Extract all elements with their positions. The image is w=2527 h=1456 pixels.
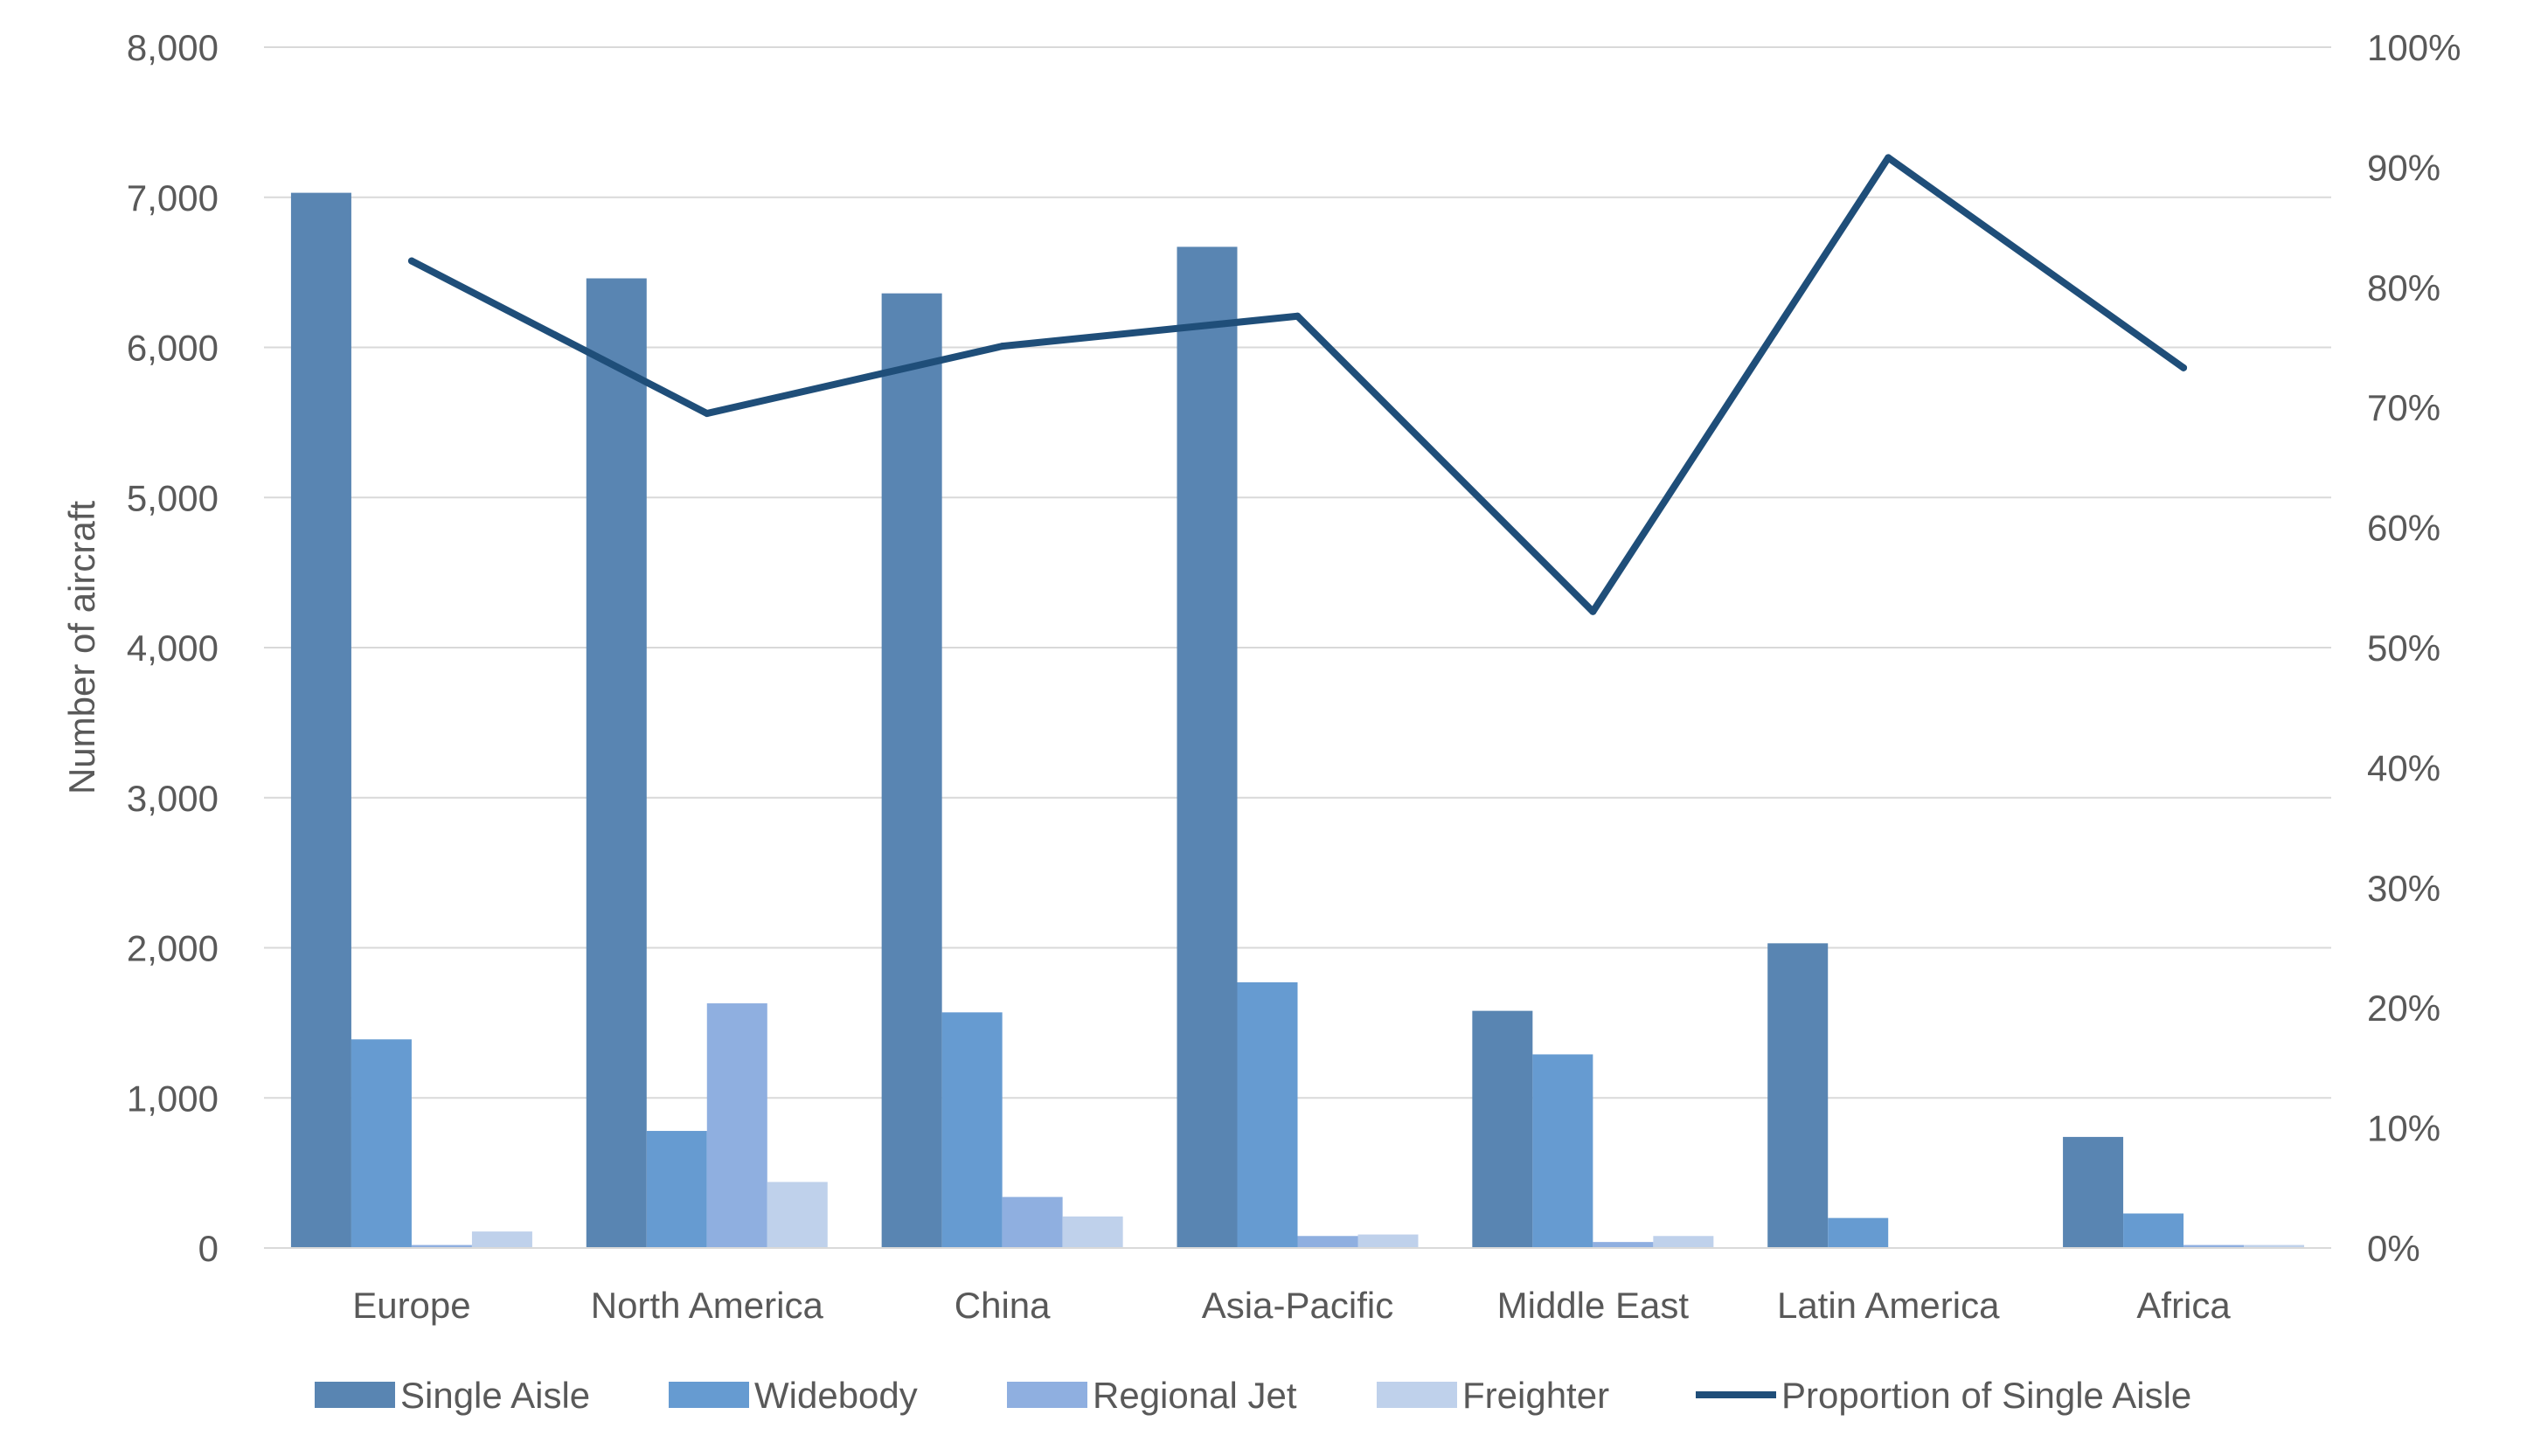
y2-tick-label: 70% <box>2367 387 2440 428</box>
y2-tick-label: 60% <box>2367 508 2440 549</box>
legend-label: Proportion of Single Aisle <box>1781 1375 2191 1416</box>
bar <box>471 1231 532 1248</box>
y2-tick-label: 10% <box>2367 1108 2440 1149</box>
x-tick-label: Middle East <box>1497 1285 1690 1326</box>
y2-tick-label: 90% <box>2367 147 2440 188</box>
legend-swatch <box>1007 1382 1087 1408</box>
bar <box>1653 1236 1714 1248</box>
bar <box>1472 1010 1533 1248</box>
y2-tick-label: 20% <box>2367 988 2440 1029</box>
bar <box>1062 1216 1123 1248</box>
y-tick-label: 4,000 <box>127 627 219 669</box>
bars <box>290 192 2305 1248</box>
y-tick-label: 0 <box>198 1228 219 1269</box>
bar <box>586 278 647 1248</box>
legend-label: Widebody <box>754 1375 918 1416</box>
y-tick-label: 8,000 <box>127 27 219 68</box>
y2-tick-label: 0% <box>2367 1228 2420 1269</box>
y-tick-label: 1,000 <box>127 1078 219 1119</box>
x-tick-label: Asia-Pacific <box>1202 1285 1393 1326</box>
y-axis-label: Number of aircraft <box>61 501 102 794</box>
bar <box>1177 246 1238 1248</box>
bar <box>2183 1245 2245 1248</box>
bar <box>411 1245 472 1248</box>
line-point <box>1589 607 1597 615</box>
bar <box>941 1012 1003 1248</box>
bar <box>2063 1136 2124 1248</box>
y-axis-ticks: 0 1,000 2,000 3,000 4,000 5,000 6,000 7,000 8,00… <box>127 27 219 1269</box>
bar <box>1002 1196 1063 1248</box>
y-tick-label: 3,000 <box>127 778 219 819</box>
bar <box>767 1182 828 1248</box>
line-point <box>2180 364 2188 371</box>
gridlines <box>264 46 2331 1099</box>
line-point <box>407 257 415 265</box>
secondary-y-axis-ticks: 0% 10% 20% 30% 40% 50% 60% 70% 80% 90% 100% <box>2367 27 2461 1269</box>
legend-label: Freighter <box>1462 1375 1609 1416</box>
bar <box>2244 1245 2305 1248</box>
line-point <box>998 343 1006 350</box>
bar <box>290 192 351 1248</box>
y-tick-label: 7,000 <box>127 177 219 218</box>
legend-swatch <box>669 1382 749 1408</box>
series-line <box>407 154 2188 615</box>
x-tick-label: China <box>955 1285 1051 1326</box>
bar <box>2123 1213 2184 1248</box>
x-tick-label: Latin America <box>1777 1285 2000 1326</box>
legend-swatch <box>1377 1382 1457 1408</box>
legend: Single Aisle Widebody Regional Jet Freighte… <box>315 1375 2191 1416</box>
bar <box>1297 1236 1358 1248</box>
line-point <box>1885 154 1892 162</box>
y2-tick-label: 50% <box>2367 627 2440 669</box>
legend-swatch <box>315 1382 395 1408</box>
y2-tick-label: 40% <box>2367 747 2440 788</box>
x-tick-label: North America <box>591 1285 824 1326</box>
line-series <box>407 154 2188 615</box>
y-tick-label: 5,000 <box>127 477 219 518</box>
bar <box>1593 1242 1654 1248</box>
x-axis-ticks: Europe North America China Asia-Pacific Midd… <box>352 1285 2231 1326</box>
bar <box>881 293 942 1248</box>
y2-tick-label: 30% <box>2367 868 2440 909</box>
bar <box>706 1003 767 1248</box>
y2-tick-label: 100% <box>2367 27 2461 68</box>
bar <box>1237 982 1298 1248</box>
bar <box>351 1039 412 1248</box>
y-tick-label: 2,000 <box>127 928 219 969</box>
x-tick-label: Europe <box>352 1285 470 1326</box>
y-tick-label: 6,000 <box>127 328 219 369</box>
bar <box>1532 1054 1593 1248</box>
legend-label: Regional Jet <box>1093 1375 1297 1416</box>
x-tick-label: Africa <box>2136 1285 2231 1326</box>
line-point <box>703 410 711 418</box>
bar <box>1357 1234 1419 1248</box>
line-point <box>1294 312 1302 320</box>
y2-tick-label: 80% <box>2367 267 2440 309</box>
bar <box>646 1131 707 1248</box>
bar <box>1767 943 1829 1248</box>
legend-label: Single Aisle <box>400 1375 590 1416</box>
bar <box>1828 1217 1889 1248</box>
